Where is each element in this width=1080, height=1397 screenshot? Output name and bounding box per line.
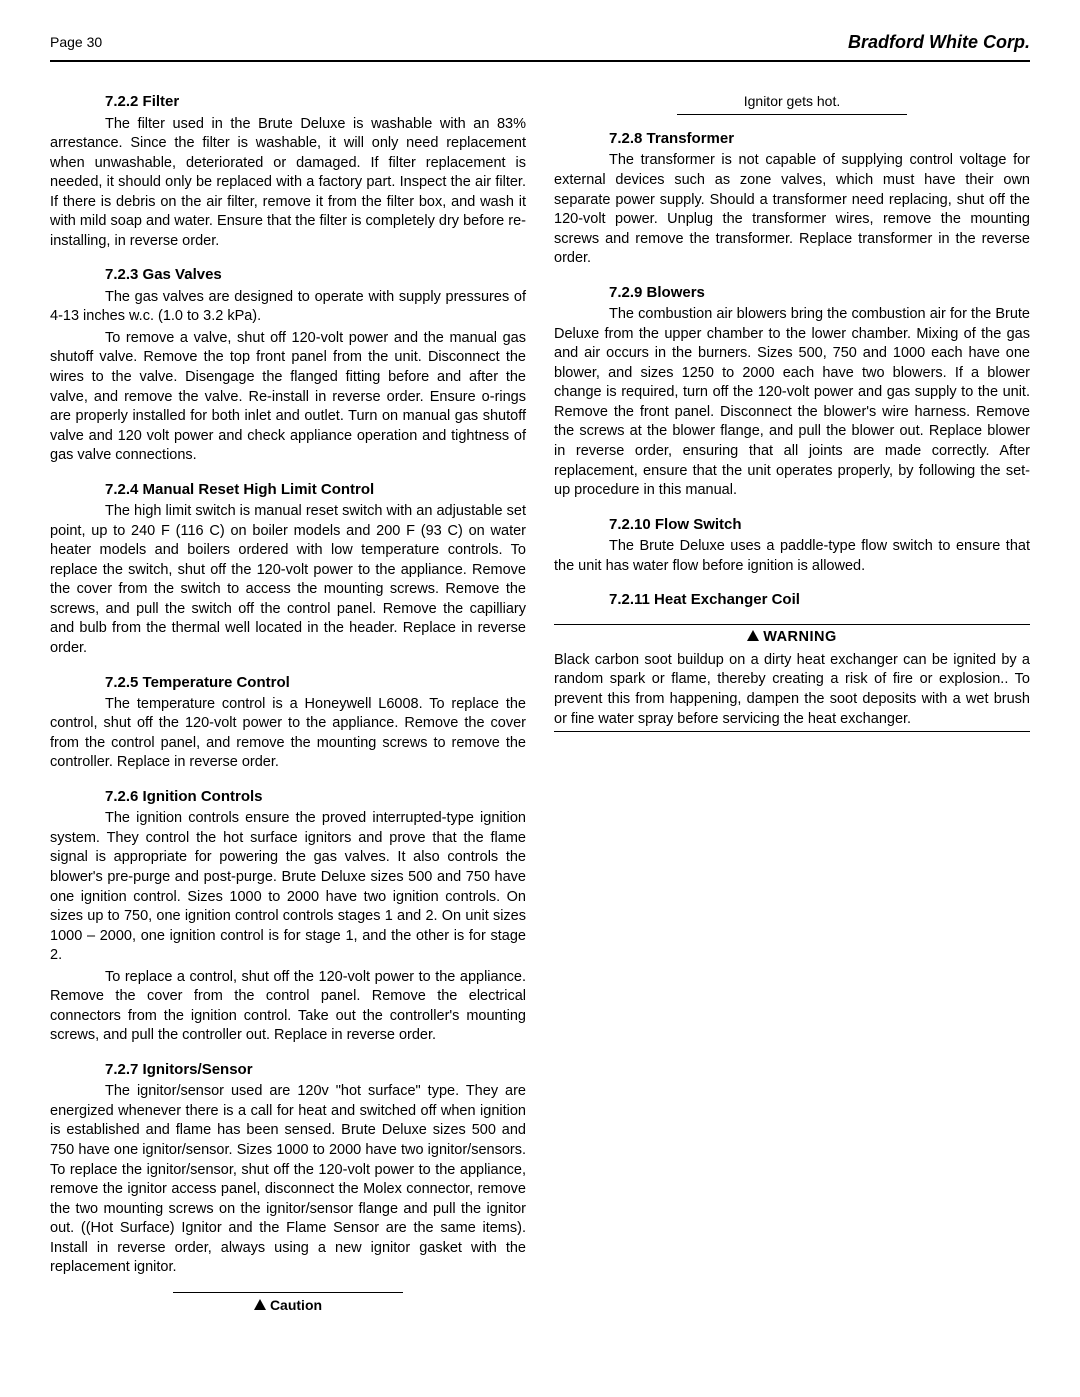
section-heading: 7.2.11 Heat Exchanger Coil	[609, 590, 1030, 610]
section: 7.2.7 Ignitors/SensorThe ignitor/sensor …	[50, 1060, 526, 1278]
section-heading: 7.2.5 Temperature Control	[105, 673, 526, 693]
body-paragraph: The gas valves are designed to operate w…	[50, 288, 526, 327]
body-paragraph: The transformer is not capable of supply…	[554, 151, 1030, 268]
section: 7.2.6 Ignition ControlsThe ignition cont…	[50, 787, 526, 1046]
warning-icon	[254, 1299, 266, 1310]
section: 7.2.8 TransformerThe transformer is not …	[554, 129, 1030, 269]
section-heading: 7.2.6 Ignition Controls	[105, 787, 526, 807]
body-paragraph: To remove a valve, shut off 120-volt pow…	[50, 329, 526, 466]
section-heading: 7.2.8 Transformer	[609, 129, 1030, 149]
body-paragraph: The ignition controls ensure the proved …	[50, 809, 526, 966]
body-paragraph: The filter used in the Brute Deluxe is w…	[50, 115, 526, 252]
warning-label: WARNING	[554, 628, 1030, 648]
brand-name: Bradford White Corp.	[848, 30, 1030, 54]
warning-block: WARNING Black carbon soot buildup on a di…	[554, 624, 1030, 732]
body-paragraph: To replace a control, shut off the 120-v…	[50, 968, 526, 1046]
section-heading: 7.2.10 Flow Switch	[609, 515, 1030, 535]
section: 7.2.11 Heat Exchanger Coil	[554, 590, 1030, 610]
warning-text: Black carbon soot buildup on a dirty hea…	[554, 651, 1030, 729]
section: 7.2.2 Filter The filter used in the Brute…	[50, 92, 526, 251]
body-paragraph: The ignitor/sensor used are 120v "hot su…	[50, 1082, 526, 1278]
section: 7.2.4 Manual Reset High Limit ControlThe…	[50, 480, 526, 659]
warning-icon	[747, 630, 759, 641]
section-heading: 7.2.4 Manual Reset High Limit Control	[105, 480, 526, 500]
page-number: Page 30	[50, 33, 102, 52]
section-heading: 7.2.7 Ignitors/Sensor	[105, 1060, 526, 1080]
body-paragraph: The combustion air blowers bring the com…	[554, 305, 1030, 501]
body-paragraph: The high limit switch is manual reset sw…	[50, 502, 526, 659]
page-header: Page 30 Bradford White Corp.	[50, 30, 1030, 62]
section-heading: 7.2.9 Blowers	[609, 283, 1030, 303]
caution-text: Ignitor gets hot.	[677, 92, 907, 111]
body-paragraph: The Brute Deluxe uses a paddle-type flow…	[554, 537, 1030, 576]
document-body: 7.2.2 Filter The filter used in the Brute…	[50, 92, 1030, 1332]
section: 7.2.5 Temperature ControlThe temperature…	[50, 673, 526, 774]
section: 7.2.9 BlowersThe combustion air blowers …	[554, 283, 1030, 501]
section-heading: 7.2.3 Gas Valves	[105, 265, 526, 285]
section-heading: 7.2.2 Filter	[105, 92, 526, 112]
section: 7.2.3 Gas Valves The gas valves are desig…	[50, 265, 526, 465]
caution-label: Caution	[173, 1296, 403, 1315]
body-paragraph: The temperature control is a Honeywell L…	[50, 695, 526, 773]
section: 7.2.10 Flow SwitchThe Brute Deluxe uses …	[554, 515, 1030, 576]
